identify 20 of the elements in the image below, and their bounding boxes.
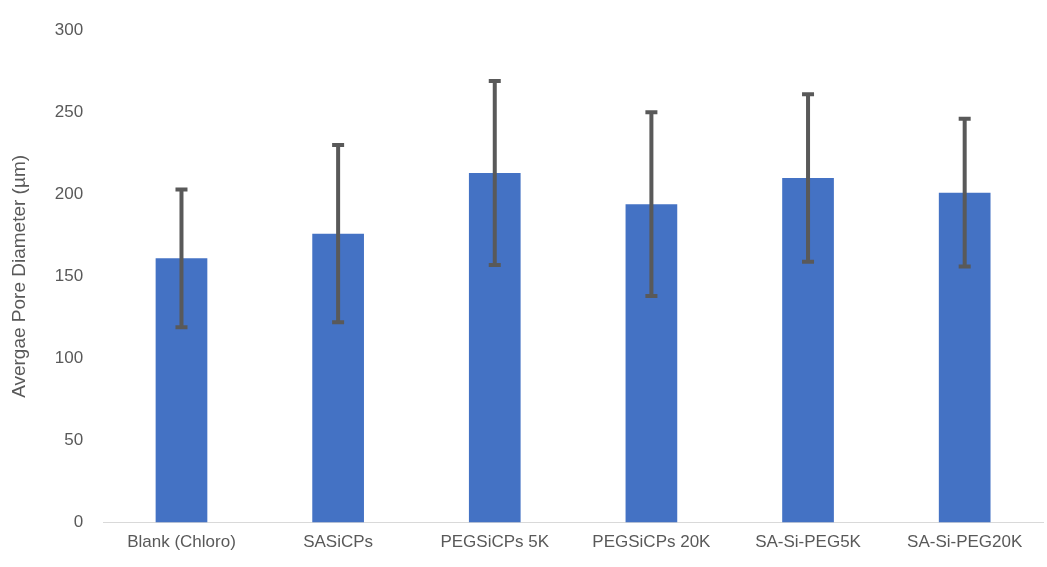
bar <box>312 233 364 523</box>
bar <box>155 258 208 523</box>
y-tick-label: 100 <box>54 348 84 368</box>
y-tick-label: 0 <box>73 512 84 532</box>
x-tick-label: SASiCPs <box>303 532 374 552</box>
y-tick-label: 250 <box>54 101 84 121</box>
y-tick-label: 300 <box>54 19 84 39</box>
bar <box>625 204 678 523</box>
x-tick-label: SA-Si-PEG5K <box>755 532 862 552</box>
y-axis-title: Avergae Pore Diameter (µm) <box>7 154 29 398</box>
y-tick-label: 200 <box>54 184 84 204</box>
y-tick-label: 50 <box>64 430 84 450</box>
bar <box>782 177 834 523</box>
x-tick-label: SA-Si-PEG20K <box>907 532 1023 552</box>
x-tick-label: PEGSiCPs 20K <box>592 532 712 552</box>
bar <box>938 192 991 523</box>
bar <box>468 173 521 523</box>
x-tick-label: PEGSiCPs 5K <box>440 532 550 552</box>
x-tick-label: Blank (Chloro) <box>127 532 236 552</box>
y-tick-label: 150 <box>54 266 84 286</box>
